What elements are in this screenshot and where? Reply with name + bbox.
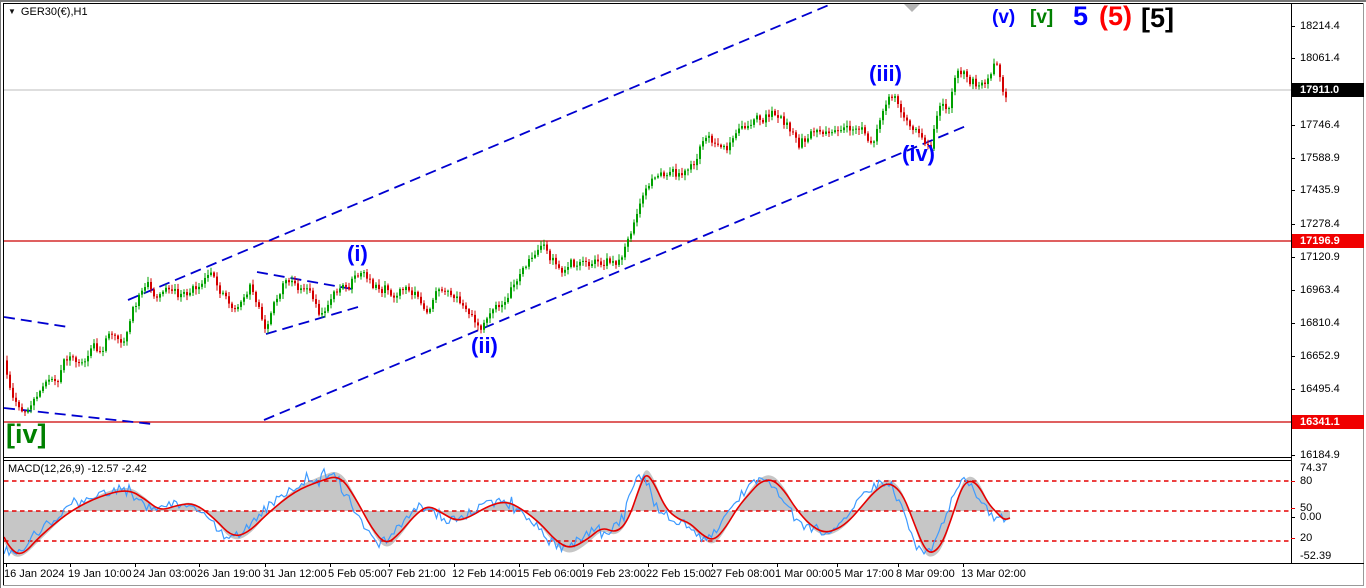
price-tick-label: 17588.9 bbox=[1300, 152, 1340, 164]
time-tick-mark bbox=[648, 563, 649, 567]
time-tick-mark bbox=[712, 563, 713, 567]
time-tick-label: 15 Feb 06:00 bbox=[517, 568, 582, 580]
price-tick-label: 17120.9 bbox=[1300, 251, 1340, 263]
macd-tick-label: 0.00 bbox=[1300, 511, 1322, 523]
macd-tick-label: 74.37 bbox=[1300, 462, 1328, 474]
wave-label-5-v: [v] bbox=[1030, 7, 1054, 28]
time-tick-mark bbox=[389, 563, 390, 567]
macd-tick-mark bbox=[1291, 481, 1295, 482]
macd-indicator-label: MACD(12,26,9) -12.57 -2.42 bbox=[8, 463, 147, 475]
wave-label-9-iv: [iv] bbox=[6, 419, 47, 449]
time-tick-mark bbox=[898, 563, 899, 567]
macd-tick-label: -52.39 bbox=[1300, 550, 1332, 562]
time-tick-mark bbox=[265, 563, 266, 567]
symbol-text: GER30(€),H1 bbox=[20, 6, 88, 18]
price-tick-label: 18214.4 bbox=[1300, 20, 1340, 32]
time-tick-label: 24 Jan 03:00 bbox=[133, 568, 197, 580]
price-tick-mark bbox=[1291, 257, 1295, 258]
time-tick-label: 19 Feb 23:00 bbox=[581, 568, 646, 580]
current-price-badge: 17911.0 bbox=[1292, 83, 1364, 97]
time-tick-label: 31 Jan 12:00 bbox=[263, 568, 327, 580]
time-tick-mark bbox=[6, 563, 7, 567]
price-tick-mark bbox=[1291, 125, 1295, 126]
trendline-pennant-lower[interactable] bbox=[265, 306, 359, 335]
trendline-channel-lower[interactable] bbox=[263, 125, 967, 421]
time-tick-label: 5 Feb 05:00 bbox=[328, 568, 387, 580]
price-tick-mark bbox=[1291, 58, 1295, 59]
time-tick-mark bbox=[777, 563, 778, 567]
price-tick-label: 17746.4 bbox=[1300, 119, 1340, 131]
macd-signal-line bbox=[4, 475, 1011, 555]
window-left-edge bbox=[0, 0, 1, 588]
time-tick-label: 27 Feb 08:00 bbox=[710, 568, 775, 580]
time-axis-divider bbox=[3, 563, 1364, 564]
panel-splitter-top[interactable] bbox=[4, 457, 1291, 458]
wave-label-0-i: (i) bbox=[347, 241, 368, 266]
symbol-label[interactable]: ▼ GER30(€),H1 bbox=[8, 6, 88, 18]
price-tick-mark bbox=[1291, 323, 1295, 324]
time-tick-mark bbox=[963, 563, 964, 567]
time-tick-label: 8 Mar 09:00 bbox=[896, 568, 955, 580]
price-tick-label: 17435.9 bbox=[1300, 184, 1340, 196]
chevron-down-icon[interactable]: ▼ bbox=[8, 7, 16, 16]
price-tick-label: 18061.4 bbox=[1300, 52, 1340, 64]
macd-histogram bbox=[4, 470, 1010, 557]
price-tick-label: 16652.9 bbox=[1300, 350, 1340, 362]
wave-label-8-5: [5] bbox=[1141, 3, 1174, 33]
window-top-edge bbox=[0, 0, 1366, 2]
time-tick-label: 13 Mar 02:00 bbox=[961, 568, 1026, 580]
price-tick-mark bbox=[1291, 455, 1295, 456]
time-tick-mark bbox=[135, 563, 136, 567]
price-tick-mark bbox=[1291, 224, 1295, 225]
level-price-badge: 17196.9 bbox=[1292, 234, 1364, 248]
macd-tick-label: 80 bbox=[1300, 475, 1313, 487]
time-tick-label: 22 Feb 15:00 bbox=[646, 568, 711, 580]
trendline-left-segment-upper[interactable] bbox=[4, 316, 69, 328]
macd-tick-label: 20 bbox=[1300, 532, 1313, 544]
macd-tick-label: 50 bbox=[1300, 502, 1313, 514]
wave-label-7-5: (5) bbox=[1099, 1, 1132, 31]
wave-label-1-ii: (ii) bbox=[471, 333, 498, 358]
price-tick-mark bbox=[1291, 158, 1295, 159]
level-price-badge: 16341.1 bbox=[1292, 415, 1364, 429]
time-tick-mark bbox=[519, 563, 520, 567]
price-tick-label: 16184.9 bbox=[1300, 449, 1340, 461]
time-tick-label: 16 Jan 2024 bbox=[4, 568, 65, 580]
price-tick-label: 16810.4 bbox=[1300, 317, 1340, 329]
time-tick-label: 19 Jan 10:00 bbox=[68, 568, 132, 580]
time-tick-label: 1 Mar 00:00 bbox=[775, 568, 834, 580]
macd-panel[interactable] bbox=[4, 461, 1291, 562]
candlestick-series bbox=[6, 58, 1007, 417]
price-tick-mark bbox=[1291, 26, 1295, 27]
time-tick-mark bbox=[837, 563, 838, 567]
wave-label-2-iii: (iii) bbox=[869, 61, 902, 86]
macd-tick-mark bbox=[1291, 538, 1295, 539]
price-tick-mark bbox=[1291, 290, 1295, 291]
time-tick-mark bbox=[330, 563, 331, 567]
price-chart-area[interactable] bbox=[4, 4, 1291, 457]
time-tick-label: 5 Mar 17:00 bbox=[835, 568, 894, 580]
price-tick-mark bbox=[1291, 190, 1295, 191]
time-tick-mark bbox=[70, 563, 71, 567]
time-tick-mark bbox=[199, 563, 200, 567]
macd-tick-mark bbox=[1291, 508, 1295, 509]
time-tick-mark bbox=[454, 563, 455, 567]
wave-label-4-v: (v) bbox=[992, 7, 1016, 28]
time-tick-mark bbox=[583, 563, 584, 567]
trendline-channel-upper[interactable] bbox=[127, 4, 836, 301]
wave-label-3-iv: (iv) bbox=[902, 141, 935, 166]
price-tick-label: 16495.4 bbox=[1300, 383, 1340, 395]
time-tick-label: 7 Feb 21:00 bbox=[387, 568, 446, 580]
price-tick-mark bbox=[1291, 356, 1295, 357]
price-tick-mark bbox=[1291, 389, 1295, 390]
price-tick-label: 17278.4 bbox=[1300, 218, 1340, 230]
macd-tick-mark bbox=[1291, 517, 1295, 518]
price-tick-label: 16963.4 bbox=[1300, 284, 1340, 296]
time-tick-label: 26 Jan 19:00 bbox=[197, 568, 261, 580]
time-tick-label: 12 Feb 14:00 bbox=[452, 568, 517, 580]
chart-shift-arrow-icon[interactable] bbox=[904, 4, 920, 12]
chart-frame-bottom bbox=[3, 585, 1364, 586]
wave-label-6-5: 5 bbox=[1073, 1, 1089, 31]
